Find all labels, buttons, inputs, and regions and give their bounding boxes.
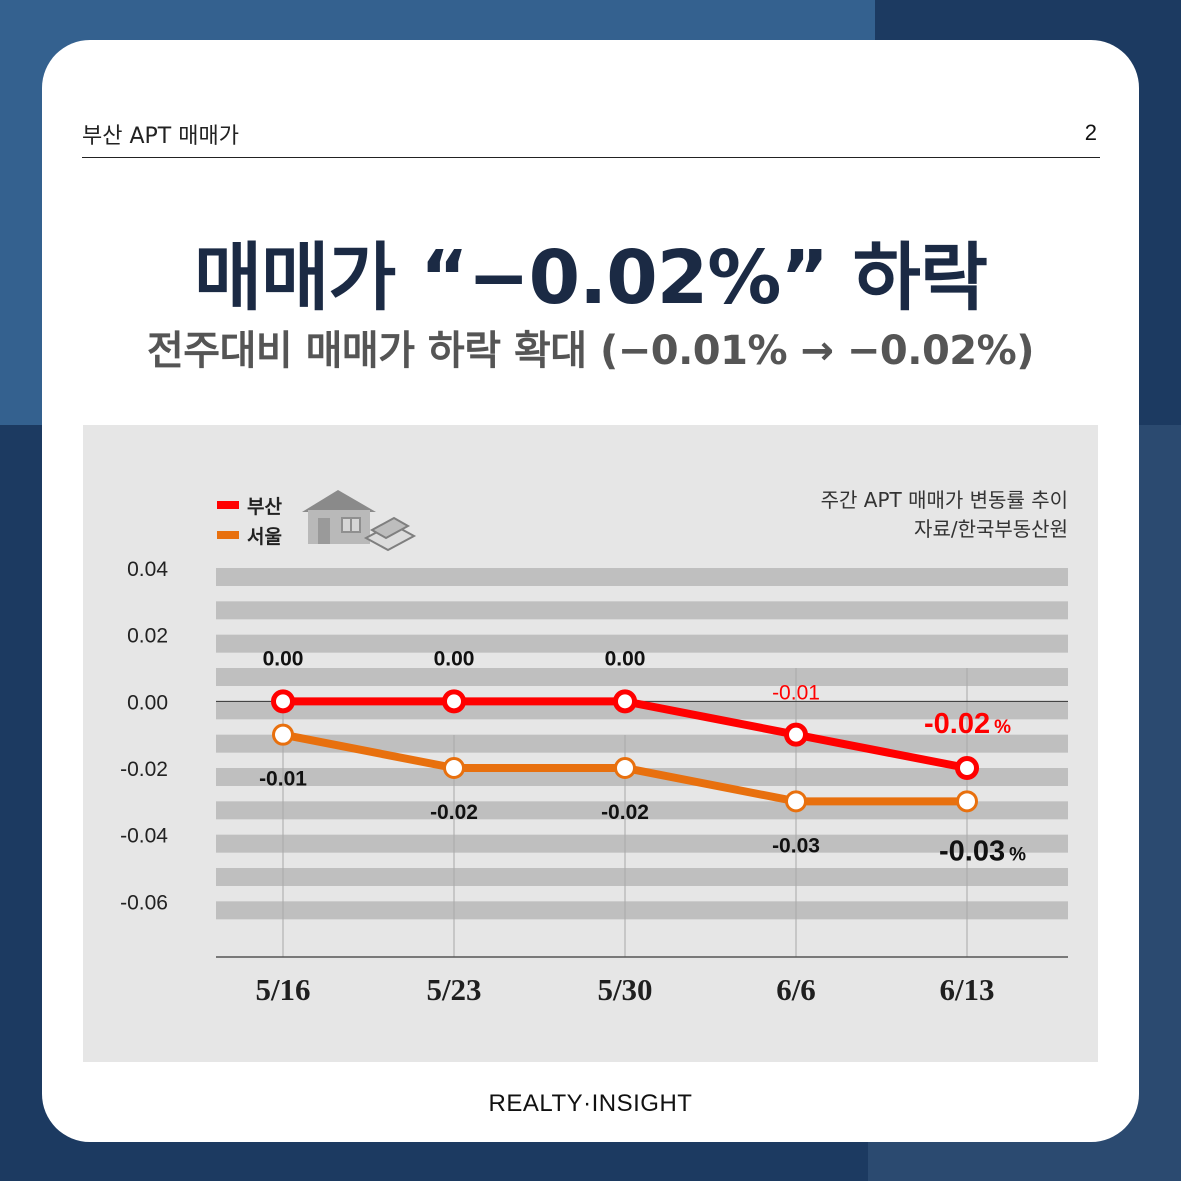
grid-stripe [216,601,1068,620]
grid-stripe [216,634,1068,653]
legend-swatch-busan [217,501,239,509]
data-label-seoul: -0.01 [259,768,307,791]
grid-stripe [216,701,1068,720]
x-tick-label: 5/23 [426,972,481,1007]
legend-item-seoul: 서울 [217,520,282,550]
data-point-busan [955,755,979,780]
data-point-seoul [443,756,465,779]
header-title: 부산 APT 매매가 [82,124,239,149]
x-tick-label: 6/6 [776,972,816,1007]
data-label-seoul: -0.03 [772,834,820,857]
data-label-busan: 0.00 [434,647,475,670]
data-label-seoul-latest: -0.03% [939,835,1026,867]
y-tick-label: 0.00 [127,691,168,714]
chart-note: 주간 APT 매매가 변동률 추이 자료/한국부동산원 [821,486,1068,544]
x-tick-label: 5/30 [597,972,652,1007]
header-divider [82,157,1100,158]
x-tick-label: 5/16 [255,972,310,1007]
y-tick-label: -0.04 [120,825,168,848]
data-point-seoul [785,790,807,813]
legend-item-busan: 부산 [217,490,282,520]
grid-stripe [216,834,1068,853]
house-icon [298,486,418,560]
legend-swatch-seoul [217,531,239,539]
grid-stripe [216,767,1068,786]
data-point-busan [613,689,637,714]
chart-note-title: 주간 APT 매매가 변동률 추이 [820,488,1068,512]
data-label-seoul: -0.02 [430,801,478,824]
data-label-seoul: -0.02 [601,801,649,824]
grid-stripe [216,667,1068,686]
grid-stripe [216,867,1068,886]
legend-label-seoul: 서울 [247,525,282,548]
x-tick-label: 6/13 [939,972,994,1007]
data-point-busan [442,689,466,714]
data-point-seoul [272,723,294,746]
y-tick-label: 0.04 [127,558,168,581]
data-label-busan: 0.00 [263,647,304,670]
data-point-busan [784,722,808,747]
subtitle: 전주대비 매매가 하락 확대 (−0.01% → −0.02%) [146,328,1035,374]
data-label-busan: 0.00 [605,647,646,670]
y-tick-label: -0.06 [120,891,168,914]
chart-legend: 부산 서울 [217,490,282,550]
y-tick-label: 0.02 [127,625,168,648]
footer-brand: REALTY·INSIGHT [488,1090,693,1117]
data-label-busan: -0.01 [772,682,820,705]
data-point-busan [271,689,295,714]
data-point-seoul [956,790,978,813]
chart-note-source: 자료/한국부동산원 [914,517,1068,541]
y-tick-label: -0.02 [120,758,168,781]
data-label-busan-latest: -0.02% [924,708,1011,740]
grid-stripe [216,568,1068,586]
grid-stripe [216,801,1068,820]
data-point-seoul [614,756,636,779]
legend-label-busan: 부산 [247,495,282,518]
headline: 매매가 “−0.02%” 하락 [194,235,988,321]
page-number: 2 [1084,120,1097,145]
grid-stripe [216,901,1068,920]
